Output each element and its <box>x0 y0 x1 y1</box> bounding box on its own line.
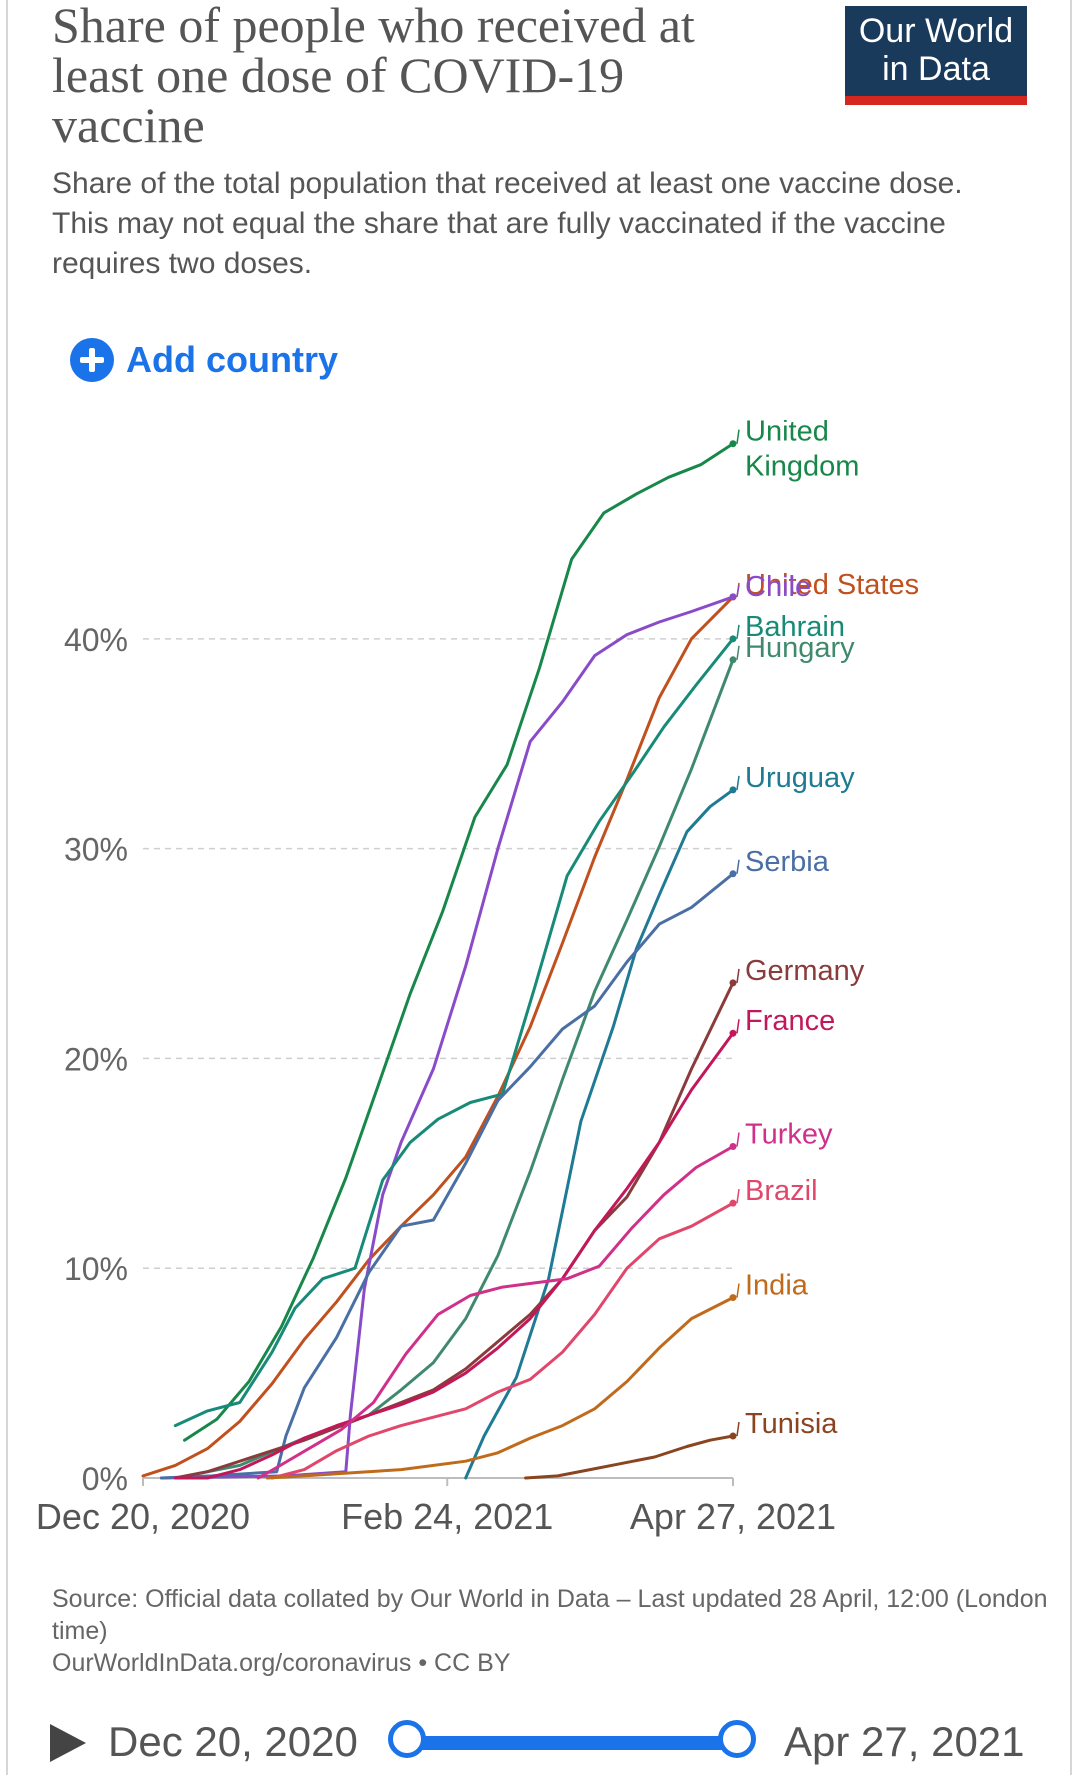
series-line <box>524 1434 735 1480</box>
y-tick-label: 10% <box>64 1251 128 1287</box>
series-endpoint <box>729 786 737 794</box>
series-label: Kingdom <box>745 451 859 483</box>
series-line <box>159 872 735 1480</box>
series-endpoint <box>729 1432 737 1440</box>
series-line <box>464 788 735 1480</box>
source-link[interactable]: OurWorldInData.org/coronavirus • CC BY <box>52 1649 511 1677</box>
timeline-range-track[interactable] <box>408 1736 738 1750</box>
series-line <box>173 637 735 1428</box>
series-label-connector <box>736 1283 740 1298</box>
series-label: Chile <box>745 571 811 603</box>
series-label: Brazil <box>745 1175 818 1207</box>
axis-layer: 0% 10% 20% 30% 40% Dec 20, 2020 Feb 24, 2021 Ap… <box>36 622 836 1537</box>
y-tick-label: 0% <box>82 1461 128 1497</box>
series-label-connector <box>736 859 740 874</box>
series-endpoint <box>729 656 737 664</box>
series-label-connector <box>736 429 740 444</box>
timeline-end-date: Apr 27, 2021 <box>784 1718 1025 1765</box>
series-label: United States <box>745 569 919 601</box>
series-line <box>256 1145 735 1480</box>
series-label: Uruguay <box>745 762 855 794</box>
series-label: India <box>745 1270 809 1302</box>
series-line <box>173 1031 735 1480</box>
series-label: Hungary <box>745 632 855 664</box>
timeline-start-date: Dec 20, 2020 <box>108 1718 358 1765</box>
add-country-label: Add country <box>126 339 338 380</box>
series-label: Turkey <box>745 1119 833 1151</box>
series-endpoint <box>729 979 737 987</box>
series-label-connector <box>736 645 740 660</box>
series-endpoint <box>729 635 737 643</box>
play-icon[interactable] <box>50 1724 86 1762</box>
chart-title: Share of people who received at least on… <box>52 0 695 153</box>
plus-circle-icon <box>70 338 114 382</box>
series-endpoint <box>729 593 737 601</box>
series-label-connector <box>736 1132 740 1147</box>
series-line <box>266 1296 735 1480</box>
y-tick-label: 40% <box>64 622 128 658</box>
series-endpoint <box>729 1029 737 1037</box>
series-endpoint <box>729 1143 737 1151</box>
logo-line-1: Our World <box>858 12 1014 50</box>
page-frame <box>6 0 1072 1775</box>
series-label: Germany <box>745 955 865 987</box>
series-label-connector <box>736 1019 740 1034</box>
y-tick-label: 30% <box>64 832 128 868</box>
source-note: Source: Official data collated by Our Wo… <box>52 1583 1052 1679</box>
series-endpoint <box>729 870 737 878</box>
add-country-button[interactable]: Add country <box>70 337 338 383</box>
logo-line-2: in Data <box>882 50 990 88</box>
series-endpoint <box>729 1294 737 1302</box>
series-line <box>141 595 735 1478</box>
source-text: Source: Official data collated by Our Wo… <box>52 1585 1048 1645</box>
series-endpoint <box>729 440 737 448</box>
line-chart: 0% 10% 20% 30% 40% Dec 20, 2020 Feb 24, 2021 Ap… <box>36 420 919 1537</box>
series-label: Tunisia <box>745 1408 838 1440</box>
x-tick-label: Dec 20, 2020 <box>36 1496 250 1537</box>
series-label: Serbia <box>745 846 830 878</box>
series-layer <box>141 440 737 1480</box>
chart-subtitle: Share of the total population that recei… <box>52 167 963 280</box>
series-label: United <box>745 420 829 448</box>
series-label-connector <box>736 584 740 597</box>
series-label-connector <box>736 1189 740 1204</box>
x-tick-label: Feb 24, 2021 <box>341 1496 553 1537</box>
series-label-connector <box>736 968 740 983</box>
series-line <box>270 1201 735 1480</box>
series-line <box>183 442 735 1442</box>
owid-logo[interactable]: Our World in Data <box>845 6 1027 105</box>
y-tick-label: 20% <box>64 1041 128 1077</box>
timeline-control: Dec 20, 2020 Apr 27, 2021 <box>0 1712 1080 1772</box>
timeline-start-handle[interactable] <box>388 1720 426 1758</box>
series-endpoint <box>729 1199 737 1207</box>
timeline-end-handle[interactable] <box>718 1720 756 1758</box>
series-label-connector <box>736 775 740 790</box>
series-label-connector <box>736 624 740 639</box>
series-label-connector <box>736 1421 740 1437</box>
series-label: Bahrain <box>745 611 845 643</box>
logo-accent-bar <box>845 96 1027 105</box>
series-line <box>173 658 735 1480</box>
series-label: France <box>745 1005 835 1037</box>
x-tick-label: Apr 27, 2021 <box>630 1496 836 1537</box>
series-line <box>159 595 735 1480</box>
series-line <box>173 981 735 1480</box>
